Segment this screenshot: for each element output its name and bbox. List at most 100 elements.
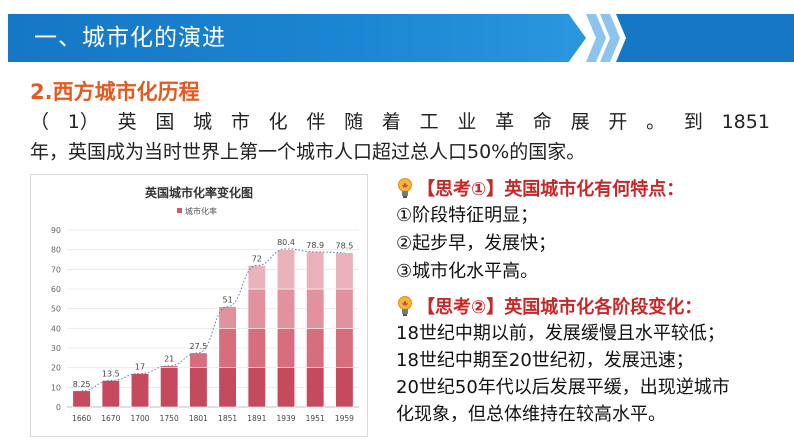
y-tick-label: 10 bbox=[51, 383, 61, 392]
title-banner: 一、城市化的演进 bbox=[8, 14, 586, 62]
think-2-line: 20世纪50年代以后发展平缓，出现逆城市 bbox=[396, 377, 730, 398]
title-banner-background bbox=[8, 14, 586, 62]
data-label: 8.25 bbox=[73, 380, 91, 389]
bar-segment bbox=[189, 352, 208, 368]
bar bbox=[247, 265, 266, 408]
x-tick-label: 1700 bbox=[130, 414, 149, 423]
x-tick-label: 1891 bbox=[247, 414, 266, 423]
bar-segment bbox=[306, 251, 325, 290]
y-tick-label: 30 bbox=[51, 344, 61, 353]
x-tick-label: 1660 bbox=[72, 414, 91, 423]
think-1-point: ③城市化水平高。 bbox=[396, 261, 539, 282]
bar bbox=[306, 251, 325, 408]
bar-segment bbox=[189, 367, 208, 408]
trendline bbox=[81, 248, 345, 392]
data-label: 21 bbox=[164, 355, 174, 364]
bar-segment bbox=[335, 367, 354, 408]
x-tick-label: 1959 bbox=[335, 414, 354, 423]
intro-line-1-char: 1851 bbox=[721, 111, 770, 133]
intro-line-1-char: 伴 bbox=[306, 111, 326, 133]
bar bbox=[189, 352, 208, 408]
bar bbox=[72, 390, 91, 408]
think-2-heading-row: 【思考②】英国城市化各阶段变化： bbox=[396, 292, 786, 320]
x-tick-label: 1670 bbox=[101, 414, 120, 423]
bar-segment bbox=[306, 328, 325, 368]
intro-line-1-char: 命 bbox=[532, 111, 552, 133]
think-1-heading-row: 【思考①】英国城市化有何特点： bbox=[396, 174, 786, 202]
bar bbox=[276, 248, 296, 408]
bar-segment bbox=[276, 367, 296, 408]
x-tick-label: 1801 bbox=[189, 414, 208, 423]
intro-line-1-char: 工 bbox=[419, 111, 439, 133]
intro-line-1-char: 革 bbox=[495, 111, 515, 133]
y-tick-label: 20 bbox=[51, 364, 61, 373]
bar bbox=[101, 380, 120, 408]
data-label: 80.4 bbox=[277, 238, 295, 247]
x-tick-label: 1851 bbox=[218, 414, 237, 423]
intro-line-1-char: 1） bbox=[67, 111, 99, 133]
bar-segment bbox=[276, 328, 296, 368]
bar bbox=[130, 373, 150, 408]
y-tick-label: 0 bbox=[56, 403, 61, 412]
intro-line-1-char: （ bbox=[30, 111, 50, 133]
bar-segment bbox=[306, 367, 325, 408]
intro-line-1-char: 着 bbox=[381, 111, 401, 133]
bar bbox=[160, 365, 179, 408]
x-tick-label: 1939 bbox=[276, 414, 295, 423]
bar-segment bbox=[276, 249, 296, 290]
think-1-heading: 【思考①】英国城市化有何特点： bbox=[417, 179, 685, 200]
intro-line-1-char: 市 bbox=[230, 111, 250, 133]
intro-line-1-char: 开 bbox=[608, 111, 628, 133]
data-label: 78.9 bbox=[306, 241, 324, 250]
think-1-point: ②起步早，发展快； bbox=[396, 233, 557, 254]
lightbulb-icon bbox=[398, 178, 412, 198]
bar-segment bbox=[247, 328, 266, 368]
bar bbox=[218, 306, 237, 408]
y-tick-label: 50 bbox=[51, 305, 61, 314]
section-subtitle: 2.西方城市化历程 bbox=[30, 80, 200, 104]
bar-segment bbox=[160, 367, 179, 408]
data-label: 78.5 bbox=[335, 242, 353, 251]
intro-line-1-char: 。 bbox=[646, 111, 666, 133]
think-2-line: 18世纪中期至20世纪初，发展迅速； bbox=[396, 350, 694, 371]
legend-label: 城市化率 bbox=[185, 206, 217, 216]
bar bbox=[335, 252, 354, 408]
bar-segment bbox=[101, 380, 120, 408]
intro-line-2: 年，英国成为当时世界上第一个城市人口超过总人口50%的国家。 bbox=[30, 141, 586, 163]
y-tick-label: 60 bbox=[51, 285, 61, 294]
y-tick-label: 80 bbox=[51, 246, 61, 255]
legend-swatch bbox=[177, 208, 182, 213]
think-2-heading: 【思考②】英国城市化各阶段变化： bbox=[417, 297, 703, 318]
bar-segment bbox=[335, 328, 354, 368]
bar-segment bbox=[130, 373, 150, 408]
intro-paragraph: （ 1） 英国城市化伴随着工业革命展开。到 1851 年，英国成为当时世界上第一个城市… bbox=[30, 107, 770, 167]
intro-line-1-char: 展 bbox=[570, 111, 590, 133]
lightbulb-icon bbox=[398, 296, 412, 316]
bar-segment bbox=[247, 265, 266, 290]
bar-segment bbox=[218, 367, 237, 408]
analysis-panel: 【思考①】英国城市化有何特点： ①阶段特征明显； ②起步早，发展快； ③城市化水… bbox=[396, 174, 786, 428]
chart-title: 英国城市化率变化图 bbox=[145, 185, 253, 200]
data-label: 27.5 bbox=[189, 342, 207, 351]
bar-segment bbox=[247, 367, 266, 408]
x-tick-label: 1951 bbox=[306, 414, 325, 423]
bar-segment bbox=[276, 288, 296, 329]
page-title: 一、城市化的演进 bbox=[34, 25, 226, 51]
chevron-decoration-icon bbox=[586, 14, 794, 62]
y-tick-label: 40 bbox=[51, 324, 61, 333]
bar-segment bbox=[335, 252, 354, 290]
think-1-point: ①阶段特征明显； bbox=[396, 205, 539, 226]
intro-line-1-char: 国 bbox=[155, 111, 175, 133]
intro-line-1-char: 化 bbox=[268, 111, 288, 133]
intro-line-1-char: 随 bbox=[344, 111, 364, 133]
data-label: 72 bbox=[252, 254, 262, 263]
intro-line-1-char: 到 bbox=[683, 111, 703, 133]
data-label: 17 bbox=[135, 363, 145, 372]
data-label: 51 bbox=[223, 296, 233, 305]
y-tick-label: 90 bbox=[51, 226, 61, 235]
intro-line-1-char: 业 bbox=[457, 111, 477, 133]
data-label: 13.5 bbox=[102, 369, 120, 378]
intro-line-1-char: 英 bbox=[117, 111, 137, 133]
bar-segment bbox=[218, 328, 237, 368]
think-2-line: 18世纪中期以前，发展缓慢且水平较低； bbox=[396, 323, 725, 344]
